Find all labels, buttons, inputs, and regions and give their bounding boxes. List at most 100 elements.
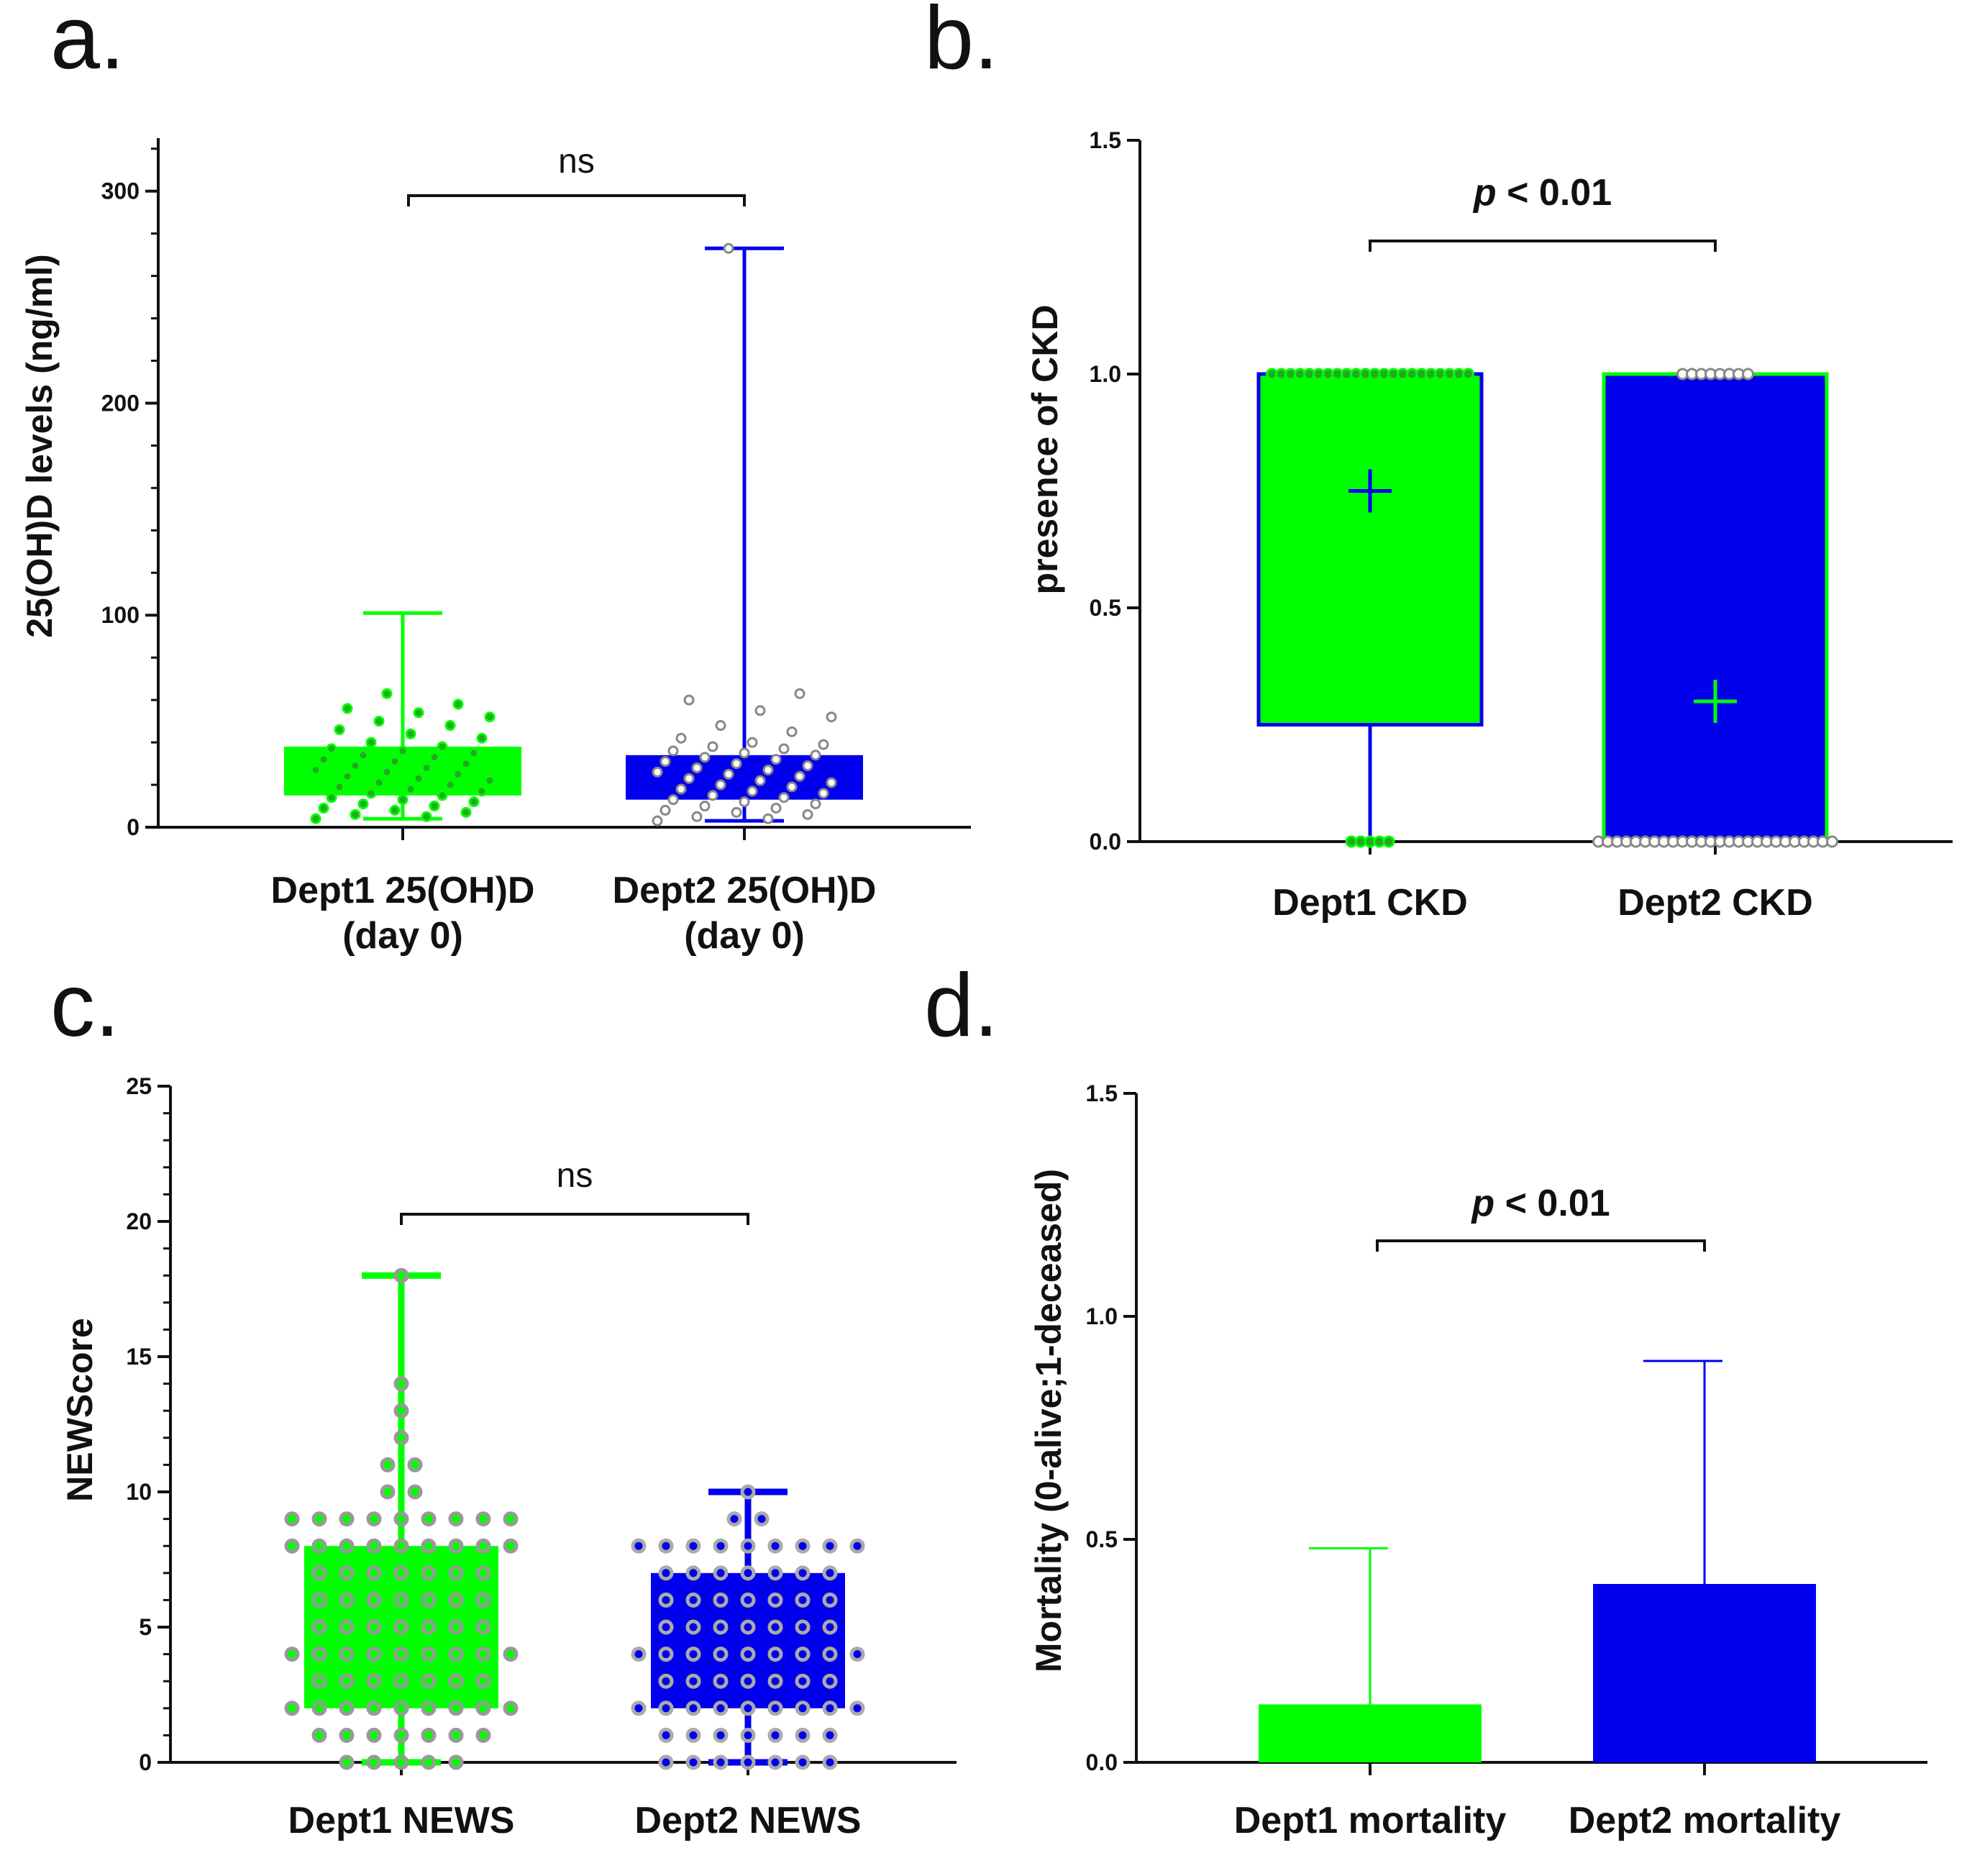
data-point xyxy=(685,1565,701,1581)
data-point xyxy=(326,792,337,803)
data-point xyxy=(1462,368,1474,381)
data-point xyxy=(339,1727,355,1743)
data-point xyxy=(818,788,829,799)
data-point xyxy=(754,705,766,716)
data-point xyxy=(740,1484,756,1500)
data-point xyxy=(421,762,432,773)
significance-bracket xyxy=(1376,1239,1706,1252)
y-tick-label: 10 xyxy=(126,1479,152,1505)
data-point xyxy=(767,1565,783,1581)
data-point xyxy=(339,1754,355,1770)
data-point xyxy=(366,1700,382,1716)
y-tick-label: 25 xyxy=(126,1073,152,1099)
data-point xyxy=(747,786,758,797)
data-point xyxy=(366,1754,382,1770)
data-point xyxy=(421,1592,437,1608)
data-point xyxy=(685,1700,701,1716)
data-point xyxy=(631,1647,647,1662)
data-point xyxy=(660,804,671,816)
y-tick-label: 0 xyxy=(139,1749,152,1775)
significance-label: ns xyxy=(557,1157,593,1195)
data-point xyxy=(334,724,345,735)
data-point xyxy=(667,794,679,806)
data-point xyxy=(762,813,774,824)
y-tick-label: 1.5 xyxy=(1086,1080,1118,1106)
y-tick-label: 0 xyxy=(127,814,140,840)
data-point xyxy=(475,1647,491,1662)
data-point xyxy=(726,1511,742,1527)
x-tick-label: Dept1 25(OH)D xyxy=(271,870,535,911)
data-point xyxy=(740,1565,756,1581)
data-point xyxy=(740,1673,756,1689)
data-point xyxy=(421,1619,437,1635)
data-point xyxy=(366,1673,382,1689)
data-point xyxy=(452,768,464,780)
data-point xyxy=(484,775,496,786)
data-point xyxy=(767,1700,783,1716)
data-point xyxy=(713,1727,729,1743)
data-point xyxy=(421,1700,437,1716)
data-point xyxy=(437,790,448,801)
data-point xyxy=(311,1619,327,1635)
data-point xyxy=(699,801,711,812)
data-point xyxy=(452,698,464,710)
data-point xyxy=(652,766,663,778)
data-point xyxy=(475,1700,491,1716)
data-point xyxy=(795,1565,811,1581)
data-point xyxy=(822,1565,838,1581)
data-point xyxy=(675,783,687,795)
data-point xyxy=(476,732,488,744)
data-point xyxy=(311,1700,327,1716)
data-point xyxy=(826,711,837,723)
y-tick-label: 20 xyxy=(126,1208,152,1234)
data-point xyxy=(342,770,353,782)
data-point xyxy=(685,1538,701,1554)
data-point xyxy=(475,1727,491,1743)
data-point xyxy=(476,786,488,797)
data-point xyxy=(311,1592,327,1608)
significance-bracket xyxy=(407,194,746,206)
data-point xyxy=(691,762,703,773)
data-point xyxy=(310,813,321,824)
data-point xyxy=(339,1511,355,1527)
data-point xyxy=(318,754,329,765)
y-tick-label: 1.0 xyxy=(1090,361,1121,387)
data-point xyxy=(326,743,337,755)
data-point xyxy=(421,1511,437,1527)
data-point xyxy=(393,1565,409,1581)
significance-label: p < 0.01 xyxy=(1472,172,1612,214)
data-point xyxy=(444,720,456,732)
data-point xyxy=(715,779,726,791)
x-tick-label: Dept2 CKD xyxy=(1617,882,1813,924)
data-point xyxy=(795,1700,811,1716)
y-tick-label: 200 xyxy=(101,390,140,416)
data-point xyxy=(503,1511,519,1527)
data-point xyxy=(683,694,695,706)
data-point xyxy=(421,1647,437,1662)
data-point xyxy=(770,754,782,765)
data-point xyxy=(448,1592,464,1608)
data-point xyxy=(421,811,432,822)
panel-3: d. 0.0 0.5 1.0 1.5 Mortality (0-alive;1-decea… xyxy=(924,956,1927,1841)
data-point xyxy=(393,1538,409,1554)
significance-label: p < 0.01 xyxy=(1470,1183,1610,1224)
data-point xyxy=(739,747,750,759)
data-point xyxy=(754,775,766,786)
panel-letter: b. xyxy=(924,0,998,88)
data-point xyxy=(357,750,369,761)
data-point xyxy=(740,1700,756,1716)
data-point xyxy=(667,745,679,757)
data-point xyxy=(393,1592,409,1608)
data-point xyxy=(339,1673,355,1689)
panel-letter: d. xyxy=(924,956,998,1055)
data-point xyxy=(339,1647,355,1662)
data-point xyxy=(795,1592,811,1608)
data-point xyxy=(652,815,663,827)
data-point xyxy=(658,1592,674,1608)
data-point xyxy=(767,1647,783,1662)
x-tick-label: (day 0) xyxy=(684,915,805,957)
data-point xyxy=(444,779,456,791)
data-point xyxy=(849,1700,865,1716)
data-point xyxy=(393,1754,409,1770)
data-point xyxy=(373,777,385,788)
